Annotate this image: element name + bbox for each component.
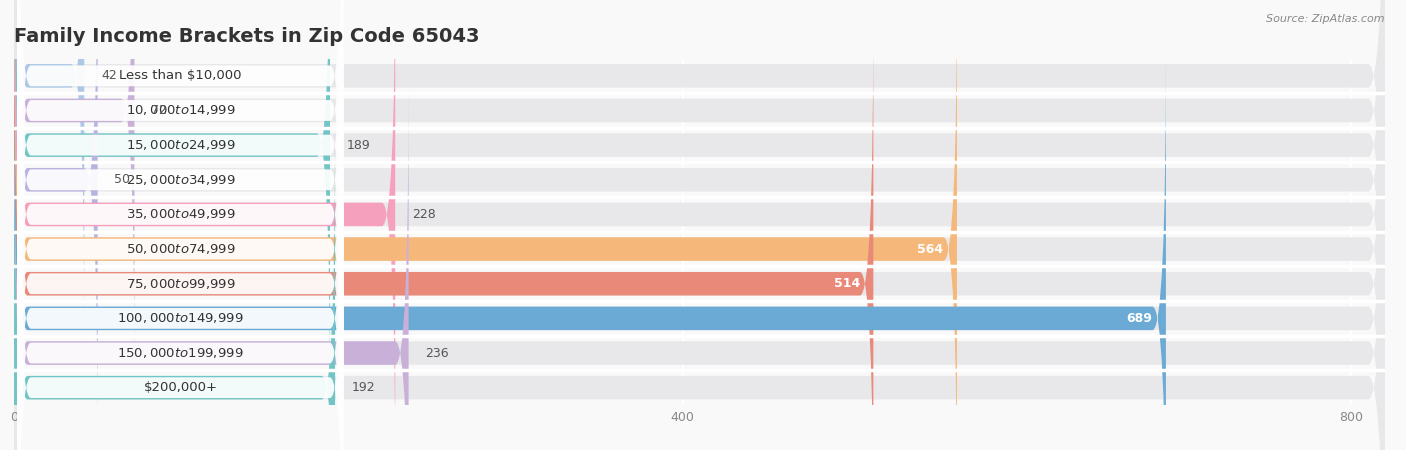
FancyBboxPatch shape [17, 0, 343, 342]
Text: $15,000 to $24,999: $15,000 to $24,999 [125, 138, 235, 152]
FancyBboxPatch shape [14, 0, 1385, 450]
Text: 189: 189 [347, 139, 371, 152]
Text: Less than $10,000: Less than $10,000 [120, 69, 242, 82]
Text: 228: 228 [412, 208, 436, 221]
FancyBboxPatch shape [14, 53, 1166, 450]
Text: 42: 42 [101, 69, 117, 82]
FancyBboxPatch shape [14, 0, 957, 450]
Text: $25,000 to $34,999: $25,000 to $34,999 [125, 173, 235, 187]
FancyBboxPatch shape [14, 0, 1385, 410]
FancyBboxPatch shape [14, 0, 135, 376]
FancyBboxPatch shape [17, 0, 343, 377]
FancyBboxPatch shape [14, 18, 1385, 450]
Text: 689: 689 [1126, 312, 1153, 325]
Text: 236: 236 [425, 346, 449, 360]
Text: 50: 50 [114, 173, 131, 186]
FancyBboxPatch shape [17, 17, 343, 450]
Text: $35,000 to $49,999: $35,000 to $49,999 [125, 207, 235, 221]
FancyBboxPatch shape [14, 0, 84, 341]
FancyBboxPatch shape [14, 0, 1385, 450]
FancyBboxPatch shape [17, 0, 343, 450]
FancyBboxPatch shape [14, 88, 409, 450]
FancyBboxPatch shape [14, 0, 97, 445]
Text: 192: 192 [352, 381, 375, 394]
FancyBboxPatch shape [17, 86, 343, 450]
FancyBboxPatch shape [14, 53, 1385, 450]
FancyBboxPatch shape [14, 0, 1385, 450]
FancyBboxPatch shape [17, 0, 343, 450]
Text: Source: ZipAtlas.com: Source: ZipAtlas.com [1267, 14, 1385, 23]
Text: $75,000 to $99,999: $75,000 to $99,999 [125, 277, 235, 291]
FancyBboxPatch shape [14, 122, 335, 450]
Text: $100,000 to $149,999: $100,000 to $149,999 [117, 311, 243, 325]
FancyBboxPatch shape [14, 0, 1385, 450]
FancyBboxPatch shape [17, 121, 343, 450]
FancyBboxPatch shape [14, 18, 873, 450]
Text: 564: 564 [918, 243, 943, 256]
FancyBboxPatch shape [14, 0, 1385, 450]
Text: $150,000 to $199,999: $150,000 to $199,999 [117, 346, 243, 360]
FancyBboxPatch shape [17, 0, 343, 412]
FancyBboxPatch shape [14, 0, 1385, 445]
Text: $50,000 to $74,999: $50,000 to $74,999 [125, 242, 235, 256]
FancyBboxPatch shape [14, 0, 395, 450]
Text: $200,000+: $200,000+ [143, 381, 218, 394]
FancyBboxPatch shape [17, 52, 343, 450]
Text: 514: 514 [834, 277, 860, 290]
FancyBboxPatch shape [14, 0, 1385, 450]
FancyBboxPatch shape [14, 0, 330, 410]
Text: 72: 72 [152, 104, 167, 117]
Text: $10,000 to $14,999: $10,000 to $14,999 [125, 104, 235, 117]
Text: Family Income Brackets in Zip Code 65043: Family Income Brackets in Zip Code 65043 [14, 27, 479, 46]
FancyBboxPatch shape [17, 0, 343, 446]
